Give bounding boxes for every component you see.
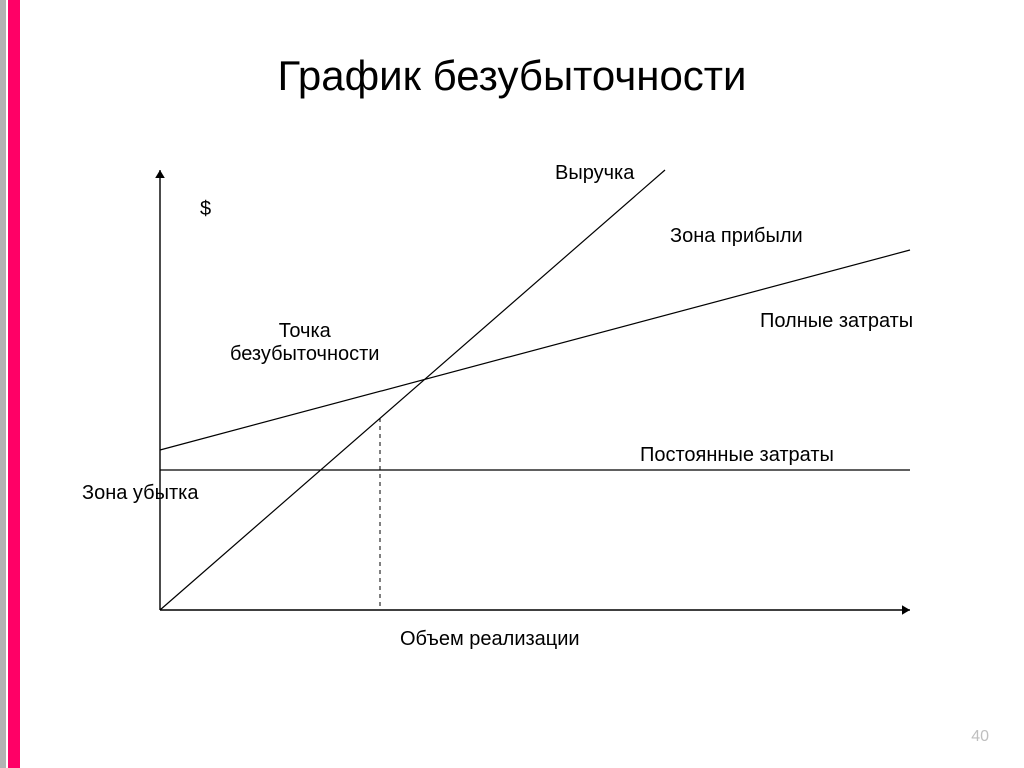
chart-svg — [100, 150, 930, 670]
x-axis-label: Объем реализации — [400, 628, 580, 651]
breakeven-line2: безубыточности — [230, 343, 379, 365]
profit-zone-label: Зона прибыли — [670, 225, 803, 248]
currency-label: $ — [200, 198, 211, 221]
stripe-gray — [0, 0, 6, 768]
total-cost-label: Полные затраты — [760, 310, 913, 333]
loss-zone-label: Зона убытка — [82, 482, 198, 505]
breakeven-label: Точка безубыточности — [230, 320, 379, 366]
stripe-pink — [8, 0, 20, 768]
revenue-label: Выручка — [555, 162, 634, 185]
fixed-cost-label: Постоянные затраты — [640, 444, 834, 467]
page-title: График безубыточности — [0, 52, 1024, 100]
breakeven-line1: Точка — [279, 320, 331, 342]
page-number: 40 — [971, 728, 989, 746]
breakeven-chart: $ Выручка Зона прибыли Полные затраты По… — [100, 150, 930, 670]
